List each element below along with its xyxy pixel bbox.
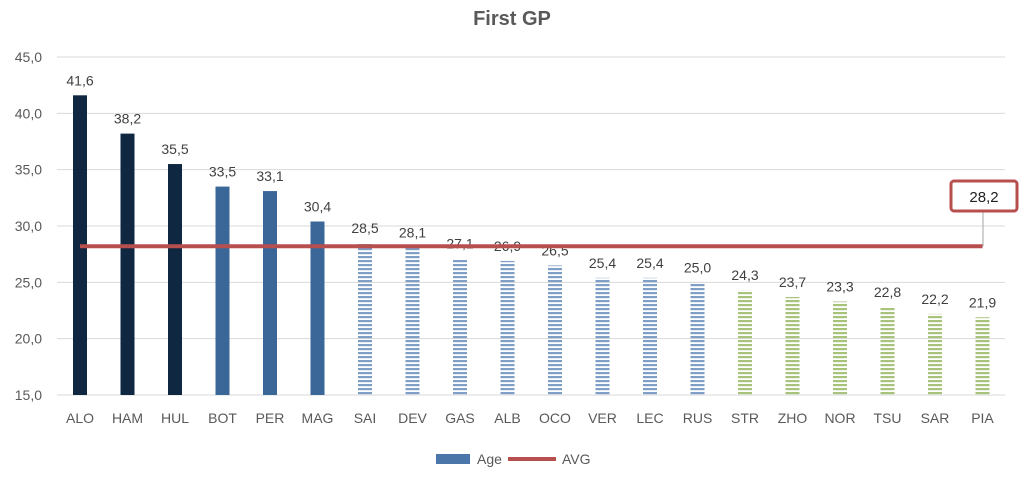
bar-dev	[405, 247, 420, 395]
bar-hul	[168, 164, 182, 395]
data-label: 25,0	[684, 259, 711, 275]
data-label: 38,2	[114, 111, 141, 127]
x-tick-label: STR	[731, 410, 759, 426]
x-tick-label: ZHO	[778, 410, 808, 426]
data-label: 21,9	[969, 294, 996, 310]
x-tick-label: NOR	[824, 410, 855, 426]
bar-str	[738, 290, 752, 395]
x-tick-label: MAG	[302, 410, 334, 426]
avg-callout	[949, 179, 1019, 213]
y-tick-label: 15,0	[15, 387, 42, 403]
bar-nor	[833, 301, 847, 395]
x-tick-label: ALB	[494, 410, 520, 426]
bar-bot	[215, 186, 230, 395]
data-label: 28,1	[399, 224, 426, 240]
bar-per	[263, 191, 277, 395]
x-tick-label: SAI	[354, 410, 377, 426]
data-label: 33,1	[256, 168, 283, 184]
bar-lec	[643, 277, 657, 395]
x-tick-label: BOT	[208, 410, 237, 426]
x-tick-label: PIA	[971, 410, 994, 426]
bar-gas	[453, 258, 467, 395]
x-tick-label: ALO	[66, 410, 94, 426]
data-label: 24,3	[731, 267, 758, 283]
bar-ham	[120, 133, 135, 395]
legend-swatch-age	[436, 454, 470, 464]
bar-tsu	[880, 307, 895, 395]
data-label: 30,4	[304, 198, 331, 214]
x-tick-label: DEV	[398, 410, 427, 426]
x-tick-label: LEC	[636, 410, 663, 426]
data-label: 41,6	[66, 72, 93, 88]
bar-rus	[690, 282, 705, 395]
x-tick-label: TSU	[874, 410, 902, 426]
legend-label-age: Age	[477, 451, 502, 467]
data-label: 22,2	[921, 291, 948, 307]
legend-label-avg: AVG	[562, 451, 591, 467]
data-label: 27,1	[446, 236, 473, 252]
avg-label: 28,2	[969, 189, 998, 206]
y-tick-label: 20,0	[15, 331, 42, 347]
x-tick-label: PER	[256, 410, 285, 426]
data-label: 33,5	[209, 164, 236, 180]
data-label: 22,8	[874, 284, 901, 300]
bar-oco	[548, 265, 562, 395]
bar-ver	[595, 277, 610, 395]
x-tick-label: OCO	[539, 410, 571, 426]
bar-sai	[358, 242, 372, 395]
bar-mag	[310, 221, 325, 395]
bar-zho	[785, 296, 800, 395]
legend: Age AVG	[436, 451, 591, 467]
data-label: 28,5	[351, 220, 378, 236]
y-tick-label: 45,0	[15, 49, 42, 65]
y-tick-label: 30,0	[15, 218, 42, 234]
x-tick-label: RUS	[683, 410, 713, 426]
x-tick-label: HUL	[161, 410, 189, 426]
bar-alb	[500, 260, 515, 395]
x-tick-label: GAS	[445, 410, 475, 426]
x-tick-label: SAR	[921, 410, 950, 426]
bar-pia	[975, 317, 990, 395]
bar-sar	[928, 313, 942, 395]
data-label: 35,5	[161, 141, 188, 157]
chart-title: First GP	[473, 8, 551, 30]
data-label: 25,4	[636, 255, 663, 271]
x-tick-label: HAM	[112, 410, 143, 426]
data-label: 23,3	[826, 278, 853, 294]
data-label: 23,7	[779, 274, 806, 290]
x-tick-label: VER	[588, 410, 617, 426]
y-tick-label: 25,0	[15, 274, 42, 290]
data-label: 25,4	[589, 255, 616, 271]
y-tick-label: 35,0	[15, 162, 42, 178]
y-tick-label: 40,0	[15, 105, 42, 121]
